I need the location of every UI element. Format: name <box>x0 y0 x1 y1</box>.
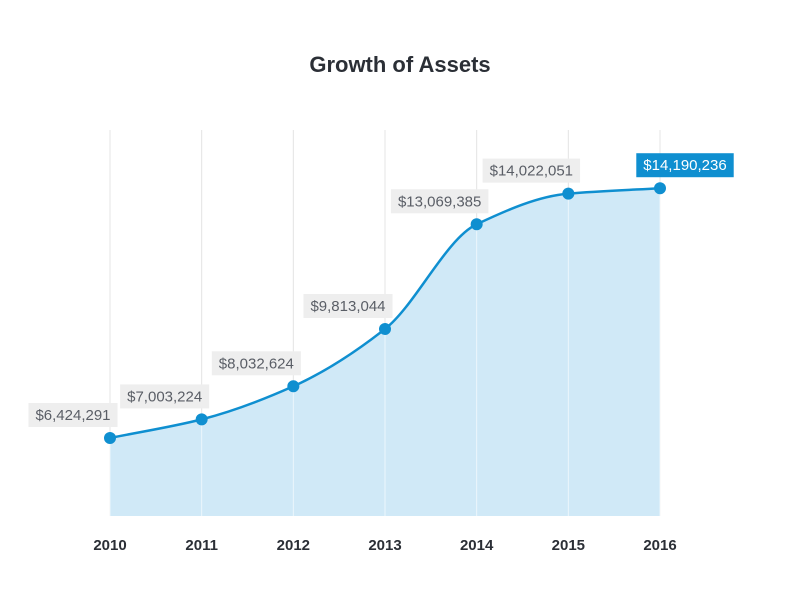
data-label-text: $8,032,624 <box>219 355 294 372</box>
data-label-text: $14,022,051 <box>490 163 573 180</box>
data-point-2016[interactable] <box>654 182 666 195</box>
data-label-text: $9,813,044 <box>310 298 385 315</box>
data-point-2011[interactable] <box>195 413 208 426</box>
x-tick-2011: 2011 <box>185 537 218 554</box>
data-point-2014[interactable] <box>470 218 483 231</box>
data-label-box <box>28 403 118 428</box>
data-label-text: $14,190,236 <box>643 157 726 174</box>
area-layer <box>109 188 661 516</box>
data-label-text: $13,069,385 <box>398 193 481 210</box>
x-tick-2010: 2010 <box>93 537 126 554</box>
data-label-2016: $14,190,236 <box>636 153 734 178</box>
data-label-box <box>636 153 734 178</box>
x-tick-2016: 2016 <box>643 537 676 554</box>
data-label-box <box>303 294 393 319</box>
data-label-2010: $6,424,291 <box>28 403 118 428</box>
data-point-2013[interactable] <box>379 323 391 336</box>
data-label-2011: $7,003,224 <box>120 384 210 409</box>
data-labels: $6,424,291 $7,003,224 $8,032,624 $9,813,044… <box>28 153 734 428</box>
data-points <box>104 182 666 445</box>
data-label-text: $7,003,224 <box>127 388 202 405</box>
data-label-2014: $13,069,385 <box>390 189 489 214</box>
data-label-box <box>390 189 489 214</box>
x-tick-2014: 2014 <box>460 537 494 554</box>
data-point-2012[interactable] <box>287 380 300 393</box>
data-label-box <box>211 351 301 376</box>
chart-title: Growth of Assets <box>309 52 490 77</box>
x-axis-ticks: 2010 2011 2012 2013 2014 2015 2016 <box>93 537 676 554</box>
data-label-text: $6,424,291 <box>35 407 110 424</box>
x-tick-2012: 2012 <box>277 537 310 554</box>
data-point-2010[interactable] <box>104 432 116 445</box>
data-label-2013: $9,813,044 <box>303 294 393 319</box>
data-label-2015: $14,022,051 <box>482 158 581 183</box>
data-label-box <box>120 384 210 409</box>
data-point-2015[interactable] <box>562 187 575 200</box>
x-tick-2013: 2013 <box>368 537 401 554</box>
x-tick-2015: 2015 <box>552 537 585 554</box>
data-label-2012: $8,032,624 <box>211 351 301 376</box>
data-label-box <box>482 158 581 183</box>
